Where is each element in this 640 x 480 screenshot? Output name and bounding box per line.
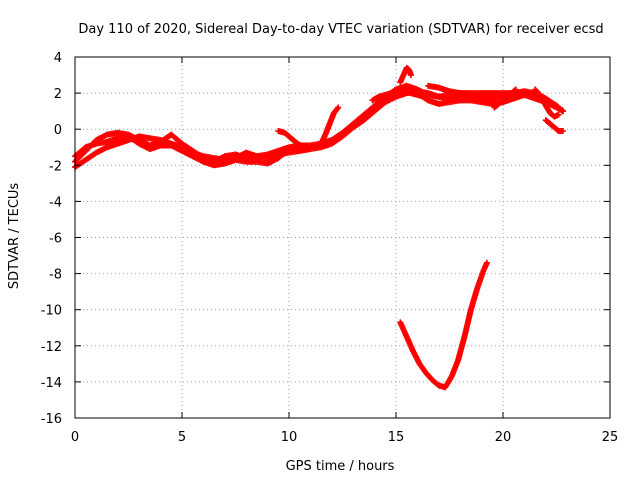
series-branch-a (275, 128, 314, 153)
data-point-trail (511, 87, 518, 94)
y-tick-label: 0 (54, 123, 62, 138)
y-tick-label: -4 (49, 195, 62, 210)
data-point (555, 111, 562, 118)
data-point (559, 108, 566, 115)
x-tick-label: 25 (602, 430, 619, 445)
x-tick-label: 10 (281, 430, 298, 445)
y-tick-label: 2 (54, 87, 62, 102)
y-axis-label: SDTVAR / TECUs (7, 183, 22, 290)
data-points (72, 64, 566, 391)
y-tick-label: -12 (41, 340, 62, 355)
y-tick-label: -8 (49, 268, 62, 283)
series-spike-b (397, 64, 414, 86)
series-branch-e (532, 86, 562, 120)
y-tick-label: -10 (41, 304, 62, 319)
grid (75, 57, 610, 418)
x-tick-label: 20 (495, 430, 512, 445)
data-point (420, 93, 427, 100)
x-tick-label: 0 (71, 430, 79, 445)
data-point (335, 104, 342, 111)
y-tick-label: -6 (49, 232, 62, 247)
data-point-trail (558, 107, 565, 114)
y-axis-ticks: -16 -14 -12 -10 -8 -6 -4 -2 0 2 4 (41, 51, 610, 427)
y-tick-label: -16 (41, 412, 62, 427)
x-axis-ticks: 0 5 10 15 20 25 (71, 57, 618, 445)
data-point (483, 259, 490, 266)
data-point (307, 146, 314, 153)
data-point (407, 72, 414, 79)
x-tick-label: 15 (388, 430, 405, 445)
data-point-trail (334, 105, 341, 112)
series-spike-a (318, 104, 342, 147)
series-branch-b (369, 88, 427, 104)
series-dip-arc (397, 259, 490, 391)
series-tail (542, 117, 566, 135)
data-point (559, 128, 566, 135)
y-tick-label: -14 (41, 376, 62, 391)
x-tick-label: 5 (178, 430, 186, 445)
y-tick-label: -2 (49, 159, 62, 174)
chart-title: Day 110 of 2020, Sidereal Day-to-day VTE… (78, 22, 603, 37)
series-branch-d (491, 86, 519, 111)
x-axis-label: GPS time / hours (286, 459, 395, 474)
series-branch-c (425, 82, 485, 100)
data-point (478, 93, 485, 100)
y-tick-label: 4 (54, 51, 62, 66)
data-point (512, 86, 519, 93)
